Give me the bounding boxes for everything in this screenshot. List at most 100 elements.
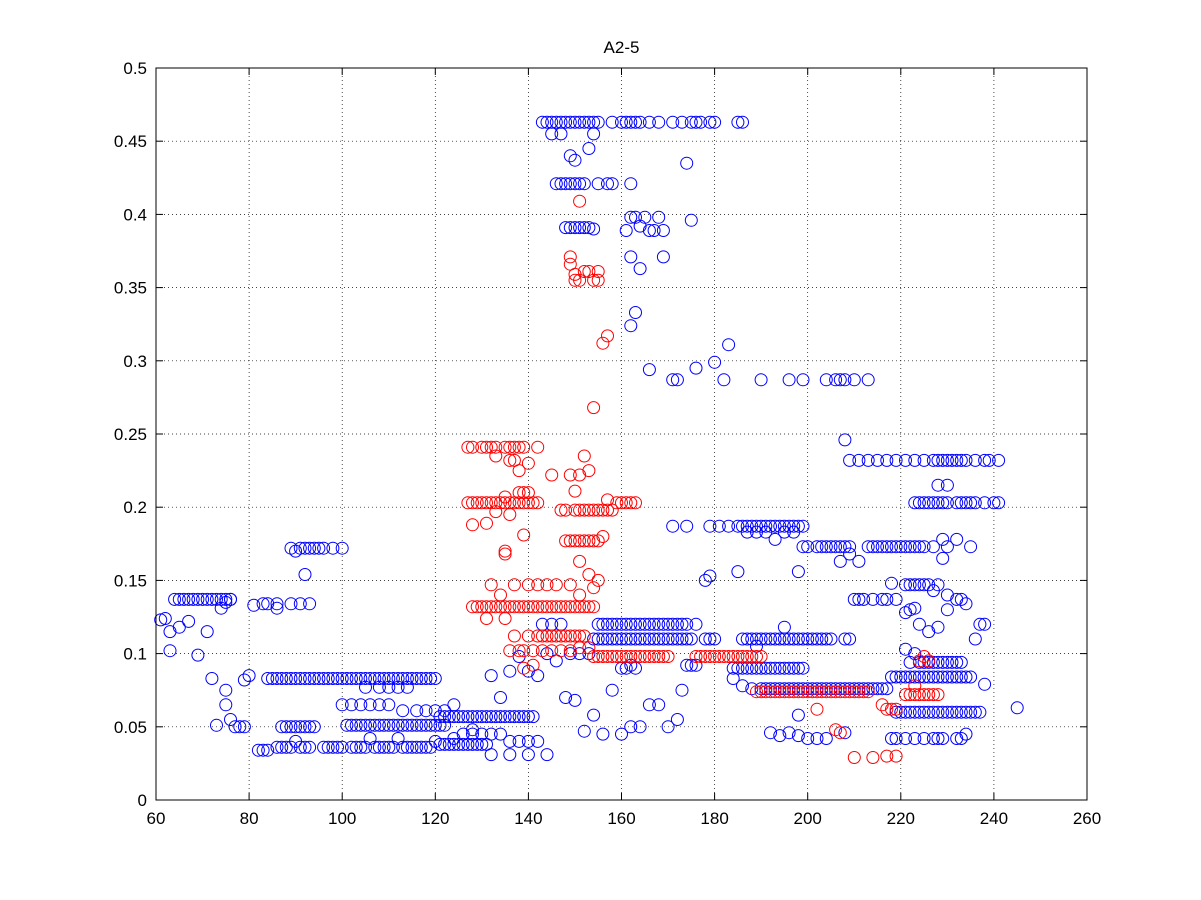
data-point [656,632,670,646]
data-point [908,732,922,745]
data-point [717,373,731,387]
data-point [470,600,484,614]
data-point [489,440,503,454]
data-point [391,680,405,694]
data-point [587,401,601,415]
data-point [512,710,526,724]
data-point [484,727,498,741]
data-point [736,632,749,646]
axis-ticks: 60 80 100 120 140 160 180 200 220 240 260 0 0.05 0.1 0… [114,59,1101,828]
data-point [391,672,405,685]
data-point [675,115,689,129]
data-point [326,740,340,754]
data-point [601,503,614,517]
data-point [554,177,568,191]
data-point [400,740,414,754]
data-point [922,705,936,719]
data-point [573,468,587,482]
data-point [591,632,605,646]
data-point [345,718,358,732]
data-point [582,503,596,517]
data-point [796,685,810,699]
data-point [624,496,638,510]
data-point [964,670,978,684]
data-point [950,655,964,669]
data-point [582,600,596,614]
data-point [540,748,554,762]
data-point [791,708,805,722]
data-point [899,540,912,554]
data-point [787,685,801,699]
data-point [661,632,675,646]
data-point [172,620,186,634]
data-point [978,453,992,467]
data-point [377,672,391,685]
data-point [396,718,410,732]
data-point [759,685,773,699]
data-point [577,449,591,463]
data-point [843,547,857,561]
data-point [363,698,377,712]
data-point [345,740,358,754]
data-point [526,600,540,614]
data-point [591,503,605,517]
data-point [931,688,945,702]
data-point [773,661,787,675]
data-point [703,650,717,663]
data-point [754,650,768,663]
data-point [829,540,843,554]
data-point [908,578,922,592]
data-point [577,115,591,129]
data-point [535,644,549,658]
data-point [326,672,340,685]
data-point [838,685,852,699]
data-point [824,540,838,554]
data-point [615,496,628,510]
data-point [521,486,535,500]
data-point [722,650,736,663]
data-point [652,632,666,646]
data-point [722,519,736,533]
data-point [926,540,940,554]
data-point [624,617,638,631]
data-point [740,525,754,539]
data-point [736,115,749,129]
data-point [396,672,410,685]
data-point [950,532,964,546]
data-point [359,672,372,685]
data-point [503,440,517,454]
data-point [503,600,517,614]
data-point [642,617,656,631]
data-point [568,221,582,235]
data-point [889,670,903,684]
data-point [475,600,489,614]
data-point [684,658,698,672]
data-point [531,629,545,643]
data-point [624,177,638,191]
data-point [517,644,531,658]
data-point [759,519,773,533]
data-point [293,597,307,611]
data-point [624,250,638,264]
data-point [791,729,805,743]
data-point [787,525,801,539]
data-point [563,115,577,129]
data-point [652,210,666,224]
data-point [633,219,647,233]
data-point [503,748,517,762]
data-point [968,705,982,719]
data-point [624,720,638,734]
data-point [917,688,931,702]
data-point [638,617,652,631]
data-point [494,691,507,704]
data-point [871,453,884,467]
data-point [610,496,624,510]
data-point [168,592,182,606]
data-point [298,740,312,754]
data-point [498,547,512,561]
data-point [410,718,424,732]
data-point [768,661,782,675]
data-point [964,540,978,554]
data-point [629,617,642,631]
